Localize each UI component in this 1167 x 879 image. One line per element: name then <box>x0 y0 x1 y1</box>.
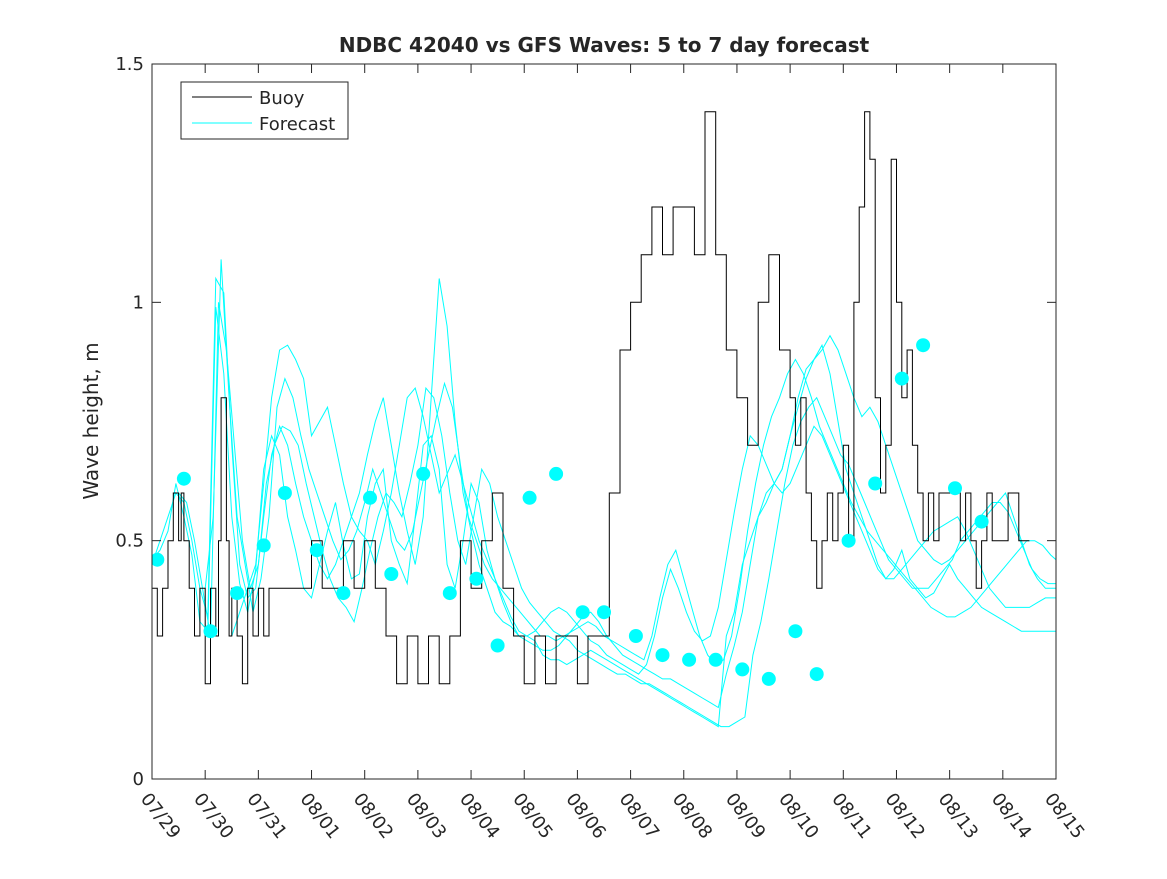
legend-box <box>180 81 349 140</box>
forecast-marker-point <box>442 586 457 601</box>
y-tick-label: 0 <box>133 769 144 790</box>
forecast-marker-point <box>761 671 776 686</box>
forecast-marker-point <box>597 605 611 620</box>
forecast-marker-point <box>868 476 883 491</box>
forecast-marker-point <box>384 567 399 581</box>
data-layer <box>152 111 1056 728</box>
forecast-marker-point <box>309 543 324 558</box>
legend-forecast-label: Forecast <box>259 114 335 135</box>
forecast-marker-point <box>788 624 803 639</box>
forecast-marker-point <box>682 652 697 667</box>
buoy-series-line <box>152 111 1030 685</box>
forecast-marker-point <box>490 638 505 653</box>
forecast-marker-point <box>256 538 271 553</box>
forecast-marker-point <box>841 533 856 548</box>
forecast-marker-point <box>628 629 643 643</box>
legend-buoy-label: Buoy <box>259 88 305 109</box>
forecast-marker-point <box>363 490 377 505</box>
forecast-marker-point <box>708 652 723 667</box>
forecast-series-line-5 <box>231 344 1056 675</box>
legend: Buoy Forecast <box>180 81 349 140</box>
forecast-marker-point <box>916 338 931 353</box>
forecast-marker-point <box>809 667 824 682</box>
forecast-marker-point <box>336 586 351 601</box>
forecast-series-line-4 <box>204 259 1056 666</box>
y-tick-label: 1.5 <box>115 54 144 75</box>
forecast-marker-point <box>176 471 191 486</box>
forecast-marker-point <box>974 514 989 529</box>
forecast-marker-point <box>469 571 484 586</box>
axes-box <box>151 63 1057 780</box>
forecast-marker-point <box>894 371 909 386</box>
forecast-marker-point <box>203 624 218 639</box>
y-tick-label: 1 <box>133 292 144 313</box>
forecast-marker-point <box>735 662 750 677</box>
forecast-marker-point <box>416 466 431 481</box>
forecast-marker-point <box>277 486 292 500</box>
forecast-marker-point <box>549 466 564 481</box>
forecast-marker-point <box>575 605 590 620</box>
forecast-marker-point <box>655 648 670 663</box>
y-tick-label: 0.5 <box>115 531 144 552</box>
forecast-series-line-3 <box>178 302 1056 728</box>
chart-title: NDBC 42040 vs GFS Waves: 5 to 7 day fore… <box>339 33 870 57</box>
forecast-marker-point <box>230 586 245 601</box>
forecast-marker-point <box>152 552 165 567</box>
forecast-marker-point <box>522 490 537 505</box>
forecast-marker-point <box>948 481 962 496</box>
y-axis-label: Wave height, m <box>79 342 103 499</box>
